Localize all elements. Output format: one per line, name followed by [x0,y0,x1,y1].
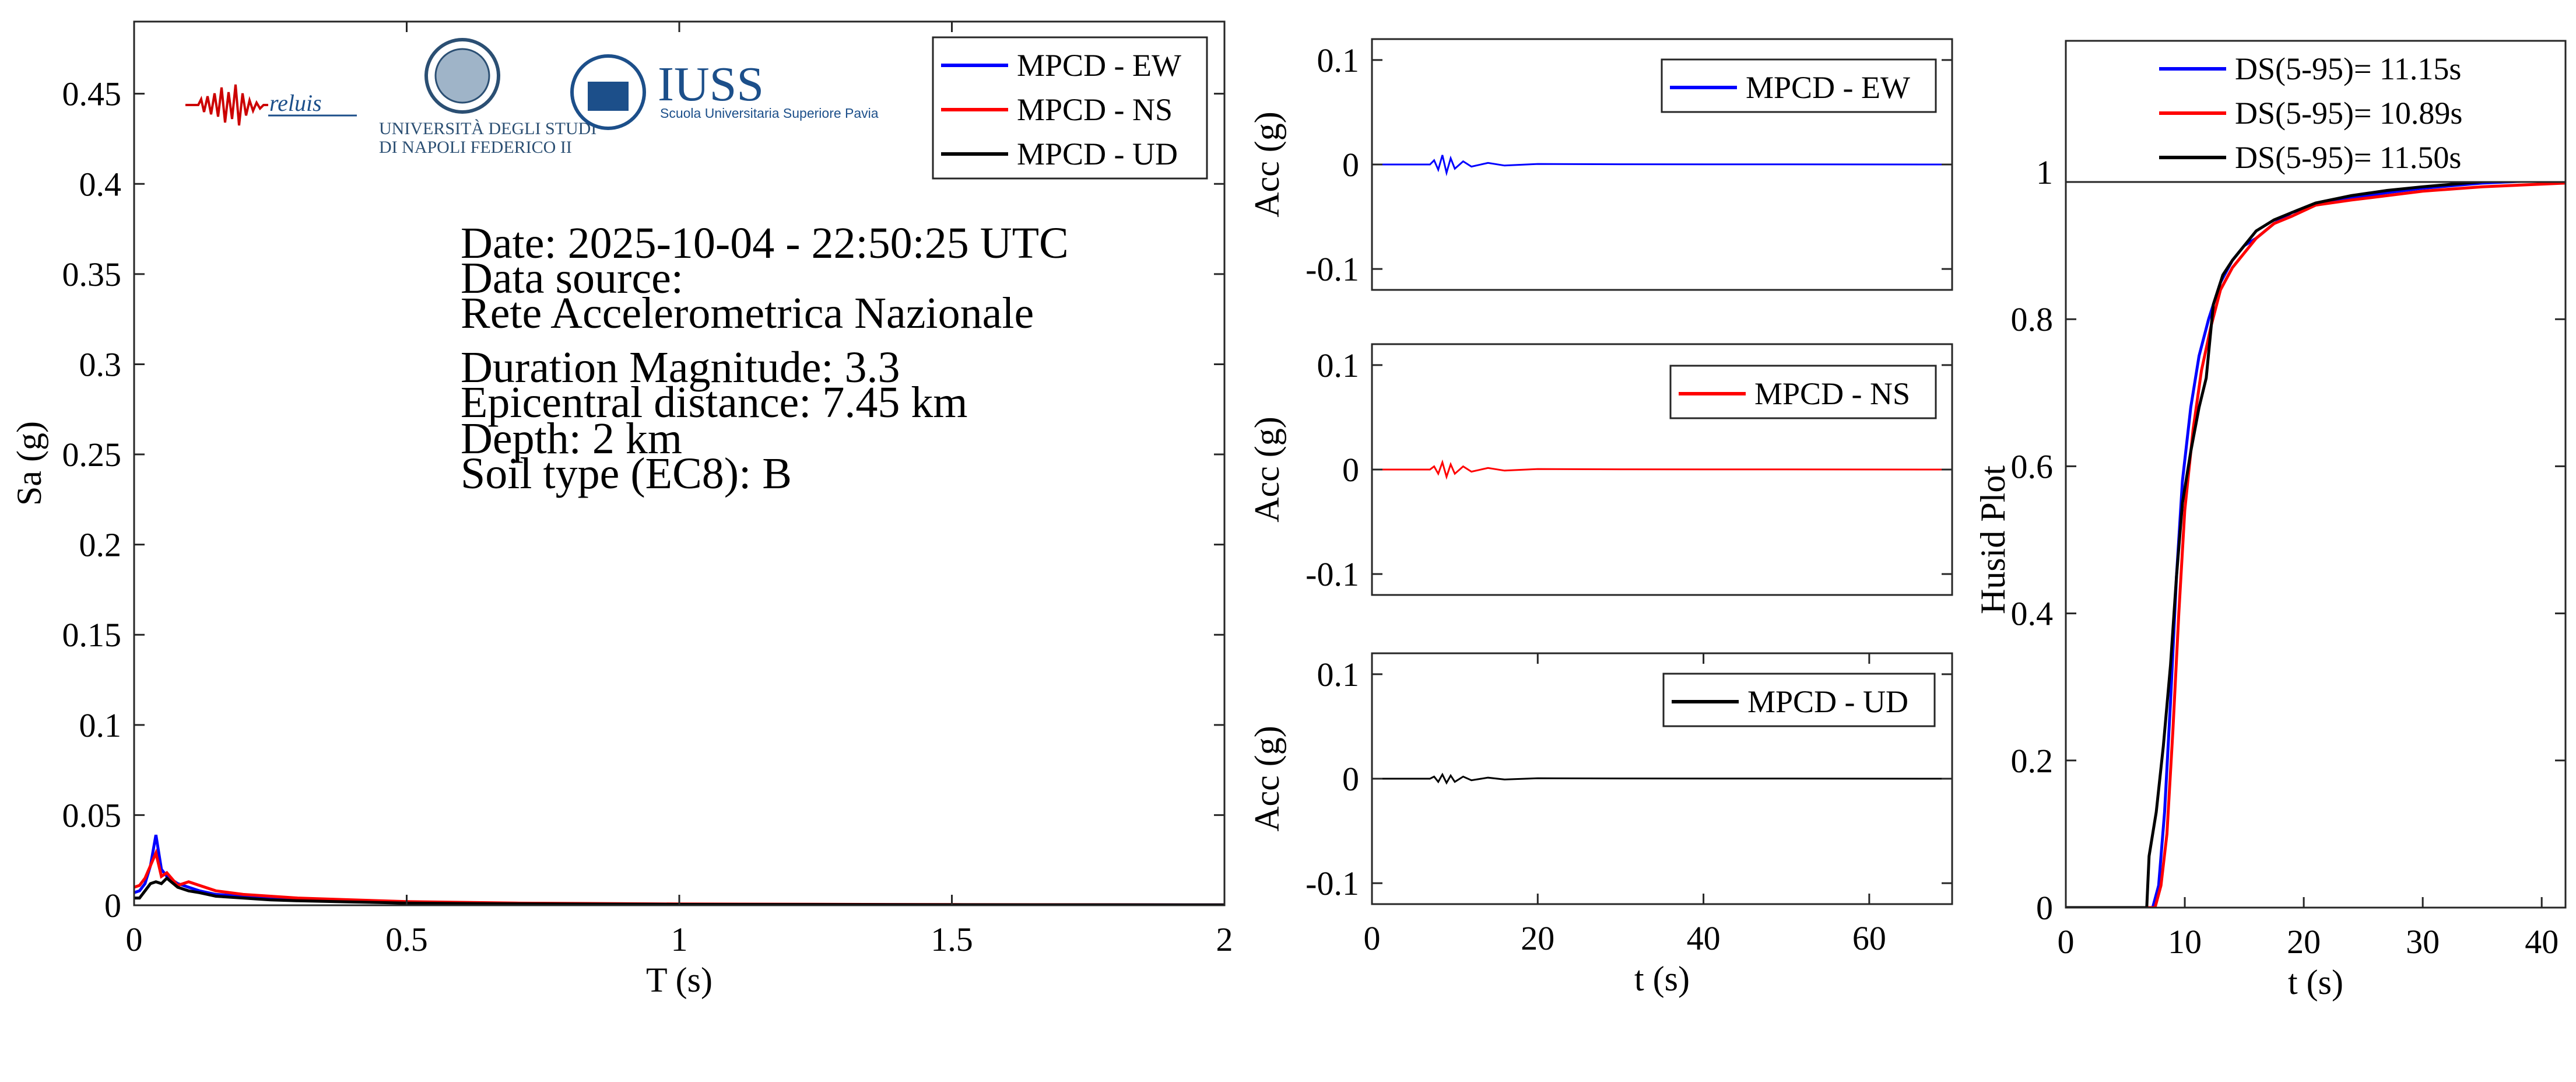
husid-ytick-label-2: 0.4 [2011,595,2054,633]
acc-ud-xtick-label-1: 20 [1521,919,1554,957]
acc-ns-ytick-label-2: 0.1 [1317,346,1360,384]
husid-series-3-line [2066,178,2566,908]
husid-ytick-label-3: 0.6 [2011,447,2054,485]
iuss-wordmark: IUSS [658,57,764,111]
husid-legend: DS(5-95)= 11.15s DS(5-95)= 10.89s DS(5-95)… [2065,40,2567,183]
spectrum-ytick-label-8: 0.4 [79,165,122,203]
spectrum-ytick-label-1: 0.05 [62,796,122,834]
unina-line-2: DI NAPOLI FEDERICO II [379,138,572,157]
acc-ns-series-1-line [1372,459,1952,480]
spectrum-xtick-label-4: 2 [1216,920,1233,958]
acc-ud-xtick-label-3: 60 [1852,919,1886,957]
spectrum-ytick-label-5: 0.25 [62,436,122,474]
husid-xlabel: t (s) [2288,963,2343,1002]
husid-chart: 0 10 20 30 40 0 0.2 0.4 0.6 0.8 1 t (s) Husid Plot DS… [1974,40,2567,1002]
acc-ud-series-1-line [1372,772,1952,785]
acc-ud-xlabel: t (s) [1634,960,1690,998]
acc-ew-ytick-label-1: 0 [1342,146,1359,184]
spectrum-xlabel: T (s) [646,961,713,999]
event-info: Date: 2025-10-04 - 22:50:25 UTC Data sou… [461,219,1069,498]
soil-type: Soil type (EC8): B [461,449,792,498]
acc-ud-xtick-label-0: 0 [1364,919,1381,957]
spectrum-xtick-label-1: 0.5 [385,920,428,958]
spectrum-xtick-label-2: 1 [671,920,688,958]
spectrum-xtick-label-3: 1.5 [931,920,973,958]
unina-logo: UNIVERSITÀ DEGLI STUDI DI NAPOLI FEDERIC… [379,38,596,157]
spectrum-ytick-label-3: 0.15 [62,616,122,654]
spectrum-legend: MPCD - EW MPCD - NS MPCD - UD [932,36,1208,180]
spectrum-legend-label-3: MPCD - UD [1017,136,1178,171]
husid-xtick-label-1: 10 [2168,923,2202,961]
acc-ew-legend: MPCD - EW [1661,58,1937,113]
acc-ns-chart: -0.1 0 0.1 Acc (g) MPCD - NS [1248,343,1953,596]
acc-ud-ylabel: Acc (g) [1248,726,1286,832]
data-source: Rete Accelerometrica Nazionale [461,289,1034,338]
husid-ytick-label-0: 0 [2036,889,2053,927]
duration-magnitude: Duration Magnitude: 3.3 [461,343,900,392]
charts-layer: 0 0.5 1 1.5 200.050.10.150.20.250.30.350.40.… [10,20,2567,1002]
acc-ew-legend-label-1: MPCD - EW [1746,70,1910,105]
spectrum-ytick-label-0: 0 [104,887,121,925]
acc-ew-ylabel: Acc (g) [1248,111,1286,218]
acc-ew-chart: -0.1 0 0.1 Acc (g) MPCD - EW [1248,38,1953,291]
reluis-seismogram-icon [185,84,268,126]
spectrum-legend-label-1: MPCD - EW [1017,48,1181,83]
depth: Depth: 2 km [461,414,682,463]
spectrum-ytick-label-7: 0.35 [62,255,122,293]
spectrum-ylabel: Sa (g) [10,421,48,506]
acc-ud-legend-label-1: MPCD - UD [1747,684,1908,719]
husid-legend-box [2065,40,2567,183]
data-source-label: Data source: [461,254,683,303]
spectrum-chart: 0 0.5 1 1.5 2 0 0.05 0.1 0.15 0.2 0.25 0.3 0.35 0.4 0.… [10,20,1233,999]
iuss-logo: IUSS Scuola Universitaria Superiore Pavi… [570,54,879,130]
spectrum-ytick-label-2: 0.1 [79,706,122,744]
husid-xtick-label-3: 30 [2406,923,2440,961]
husid-ytick-label-1: 0.2 [2011,742,2054,780]
acc-ew-ytick-label-0: -0.1 [1305,250,1359,288]
acc-ns-ytick-label-1: 0 [1342,451,1359,489]
event-date: Date: 2025-10-04 - 22:50:25 UTC [461,219,1069,268]
husid-xtick-label-4: 40 [2525,923,2559,961]
husid-ytick-label-5: 1 [2036,153,2053,191]
acc-ud-ytick-label-1: 0 [1342,760,1359,798]
acc-ns-ytick-label-0: -0.1 [1305,555,1359,593]
spectrum-ytick-label-4: 0.2 [79,526,122,564]
acc-ud-xtick-label-2: 40 [1687,919,1721,957]
reluis-wordmark: reluis [269,90,322,116]
husid-legend-label-2: DS(5-95)= 10.89s [2235,96,2462,131]
iuss-subtitle: Scuola Universitaria Superiore Pavia [660,106,879,121]
acc-ns-legend-label-1: MPCD - NS [1754,376,1910,411]
spectrum-legend-label-2: MPCD - NS [1017,92,1173,127]
acc-ud-ytick-label-2: 0.1 [1317,656,1360,694]
unina-seal-inner [434,48,490,104]
spectrum-ytick-label-9: 0.45 [62,75,122,113]
acc-ud-ytick-label-0: -0.1 [1305,864,1359,902]
husid-xtick-label-2: 20 [2287,923,2321,961]
husid-ytick-label-4: 0.8 [2011,300,2054,338]
husid-series-2-line [2066,181,2566,908]
acc-ns-ylabel: Acc (g) [1248,416,1286,523]
spectrum-xtick-label-0: 0 [126,920,143,958]
unina-line-1: UNIVERSITÀ DEGLI STUDI [379,119,596,138]
reluis-logo: reluis [185,84,357,126]
spectrum-ytick-label-6: 0.3 [79,345,122,383]
husid-xtick-label-0: 0 [2058,923,2075,961]
epicentral-distance: Epicentral distance: 7.45 km [461,378,968,427]
iuss-emblem-building [588,82,629,111]
husid-ylabel: Husid Plot [1974,465,2012,614]
spectrum-series-3-line [134,876,1224,905]
acc-ew-series-1-line [1372,155,1952,177]
acc-ud-chart: 0 20 40 60-0.100.1t (s)Acc (g)MPCD - UD [1248,652,1953,998]
husid-legend-label-1: DS(5-95)= 11.15s [2235,51,2461,86]
acc-ud-legend: MPCD - UD [1662,673,1936,727]
husid-legend-label-3: DS(5-95)= 11.50s [2235,140,2461,175]
acc-ew-ytick-label-2: 0.1 [1317,41,1360,79]
acc-ns-legend: MPCD - NS [1669,365,1937,419]
